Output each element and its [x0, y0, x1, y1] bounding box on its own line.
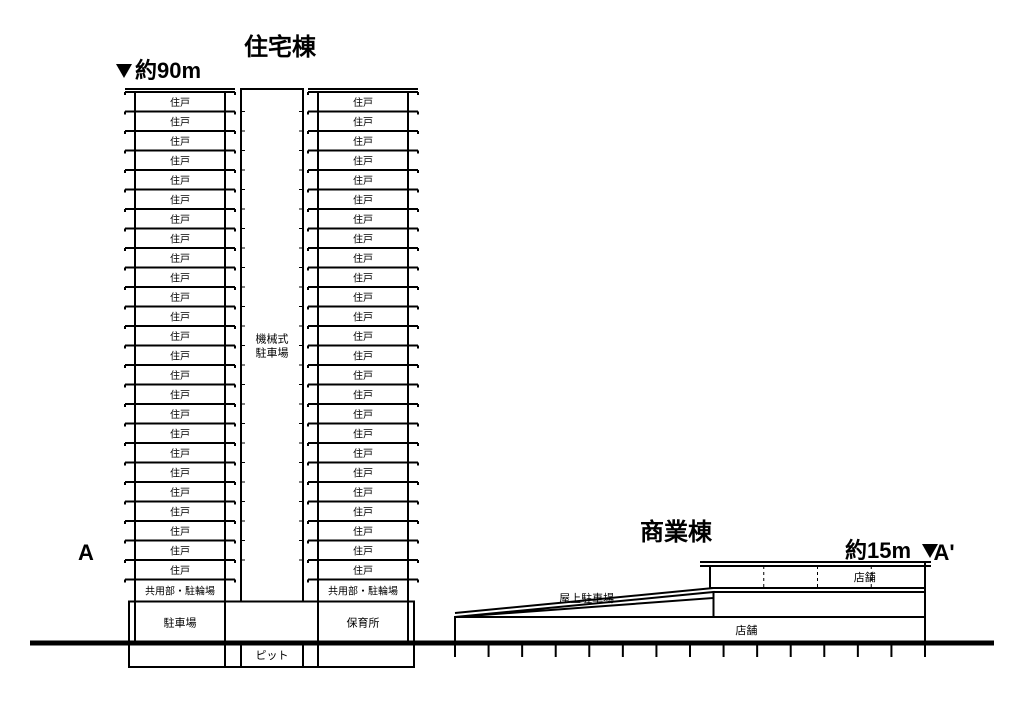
- residential-right-floor-7-label: 住戸: [353, 232, 373, 245]
- residential-right-floor-17-label: 住戸: [353, 427, 373, 440]
- residential-right-floor-1-label: 住戸: [353, 115, 373, 128]
- residential-right-floor-12-label: 住戸: [353, 330, 373, 343]
- residential-right-floor-9-label: 住戸: [353, 271, 373, 284]
- residential-left-floor-7-label: 住戸: [170, 232, 190, 245]
- residential-right-floor-8-label: 住戸: [353, 252, 373, 265]
- mechanical-parking-label-0: 機械式: [256, 331, 289, 345]
- residential-left-floor-17-label: 住戸: [170, 427, 190, 440]
- common-floor-left-label: 共用部・駐輪場: [145, 585, 215, 598]
- section-mark-a: A: [78, 540, 94, 565]
- residential-left-floor-13-label: 住戸: [170, 349, 190, 362]
- residential-left-floor-20-label: 住戸: [170, 486, 190, 499]
- residential-right-floor-20-label: 住戸: [353, 486, 373, 499]
- residential-left-floor-4-label: 住戸: [170, 174, 190, 187]
- residential-left-floor-6-label: 住戸: [170, 213, 190, 226]
- title-commercial: 商業棟: [640, 518, 713, 546]
- residential-right-floor-14-label: 住戸: [353, 369, 373, 382]
- commercial-ground-label: 店舗: [735, 623, 757, 637]
- residential-left-floor-8-label: 住戸: [170, 252, 190, 265]
- cross-section-diagram: AA'住宅棟商業棟約90m約15m住戸住戸住戸住戸住戸住戸住戸住戸住戸住戸住戸住…: [0, 0, 1024, 707]
- common-floor-right-label: 共用部・駐輪場: [328, 585, 398, 598]
- residential-right-floor-24-label: 住戸: [353, 564, 373, 577]
- residential-right-floor-6-label: 住戸: [353, 213, 373, 226]
- mechanical-parking-label-1: 駐車場: [256, 345, 289, 359]
- residential-right-floor-18-label: 住戸: [353, 447, 373, 460]
- residential-right-floor-0-label: 住戸: [353, 96, 373, 109]
- roof-parking-label: 屋上駐車場: [559, 591, 614, 605]
- pit-label: ピット: [256, 649, 289, 662]
- residential-right-floor-15-label: 住戸: [353, 388, 373, 401]
- residential-right-floor-13-label: 住戸: [353, 349, 373, 362]
- residential-left-floor-5-label: 住戸: [170, 193, 190, 206]
- residential-left-floor-0-label: 住戸: [170, 96, 190, 109]
- section-mark-a-prime: A': [933, 540, 954, 565]
- residential-left-floor-23-label: 住戸: [170, 544, 190, 557]
- residential-left-floor-22-label: 住戸: [170, 525, 190, 538]
- residential-right-floor-22-label: 住戸: [353, 525, 373, 538]
- height-15m-label: 約15m: [845, 538, 911, 563]
- residential-left-floor-2-label: 住戸: [170, 135, 190, 148]
- residential-left-floor-21-label: 住戸: [170, 505, 190, 518]
- residential-left-floor-15-label: 住戸: [170, 388, 190, 401]
- residential-left-floor-9-label: 住戸: [170, 271, 190, 284]
- residential-left-floor-24-label: 住戸: [170, 564, 190, 577]
- residential-right-floor-3-label: 住戸: [353, 154, 373, 167]
- height-90m-label: 約90m: [135, 58, 201, 83]
- residential-right-floor-4-label: 住戸: [353, 174, 373, 187]
- residential-left-floor-16-label: 住戸: [170, 408, 190, 421]
- residential-right-floor-21-label: 住戸: [353, 505, 373, 518]
- residential-left-floor-3-label: 住戸: [170, 154, 190, 167]
- residential-left-floor-11-label: 住戸: [170, 310, 190, 323]
- residential-right-floor-23-label: 住戸: [353, 544, 373, 557]
- residential-right-floor-19-label: 住戸: [353, 466, 373, 479]
- ground-floor-right-label: 保育所: [347, 615, 380, 629]
- residential-right-floor-16-label: 住戸: [353, 408, 373, 421]
- residential-left-floor-14-label: 住戸: [170, 369, 190, 382]
- residential-right-floor-5-label: 住戸: [353, 193, 373, 206]
- residential-left-floor-19-label: 住戸: [170, 466, 190, 479]
- title-residential: 住宅棟: [244, 33, 317, 61]
- residential-left-floor-1-label: 住戸: [170, 115, 190, 128]
- residential-left-floor-12-label: 住戸: [170, 330, 190, 343]
- commercial-upper-shop-label: 店舗: [854, 570, 876, 584]
- residential-right-floor-10-label: 住戸: [353, 291, 373, 304]
- residential-left-floor-18-label: 住戸: [170, 447, 190, 460]
- residential-left-floor-10-label: 住戸: [170, 291, 190, 304]
- residential-right-floor-11-label: 住戸: [353, 310, 373, 323]
- residential-right-floor-2-label: 住戸: [353, 135, 373, 148]
- ground-floor-left-label: 駐車場: [164, 615, 197, 629]
